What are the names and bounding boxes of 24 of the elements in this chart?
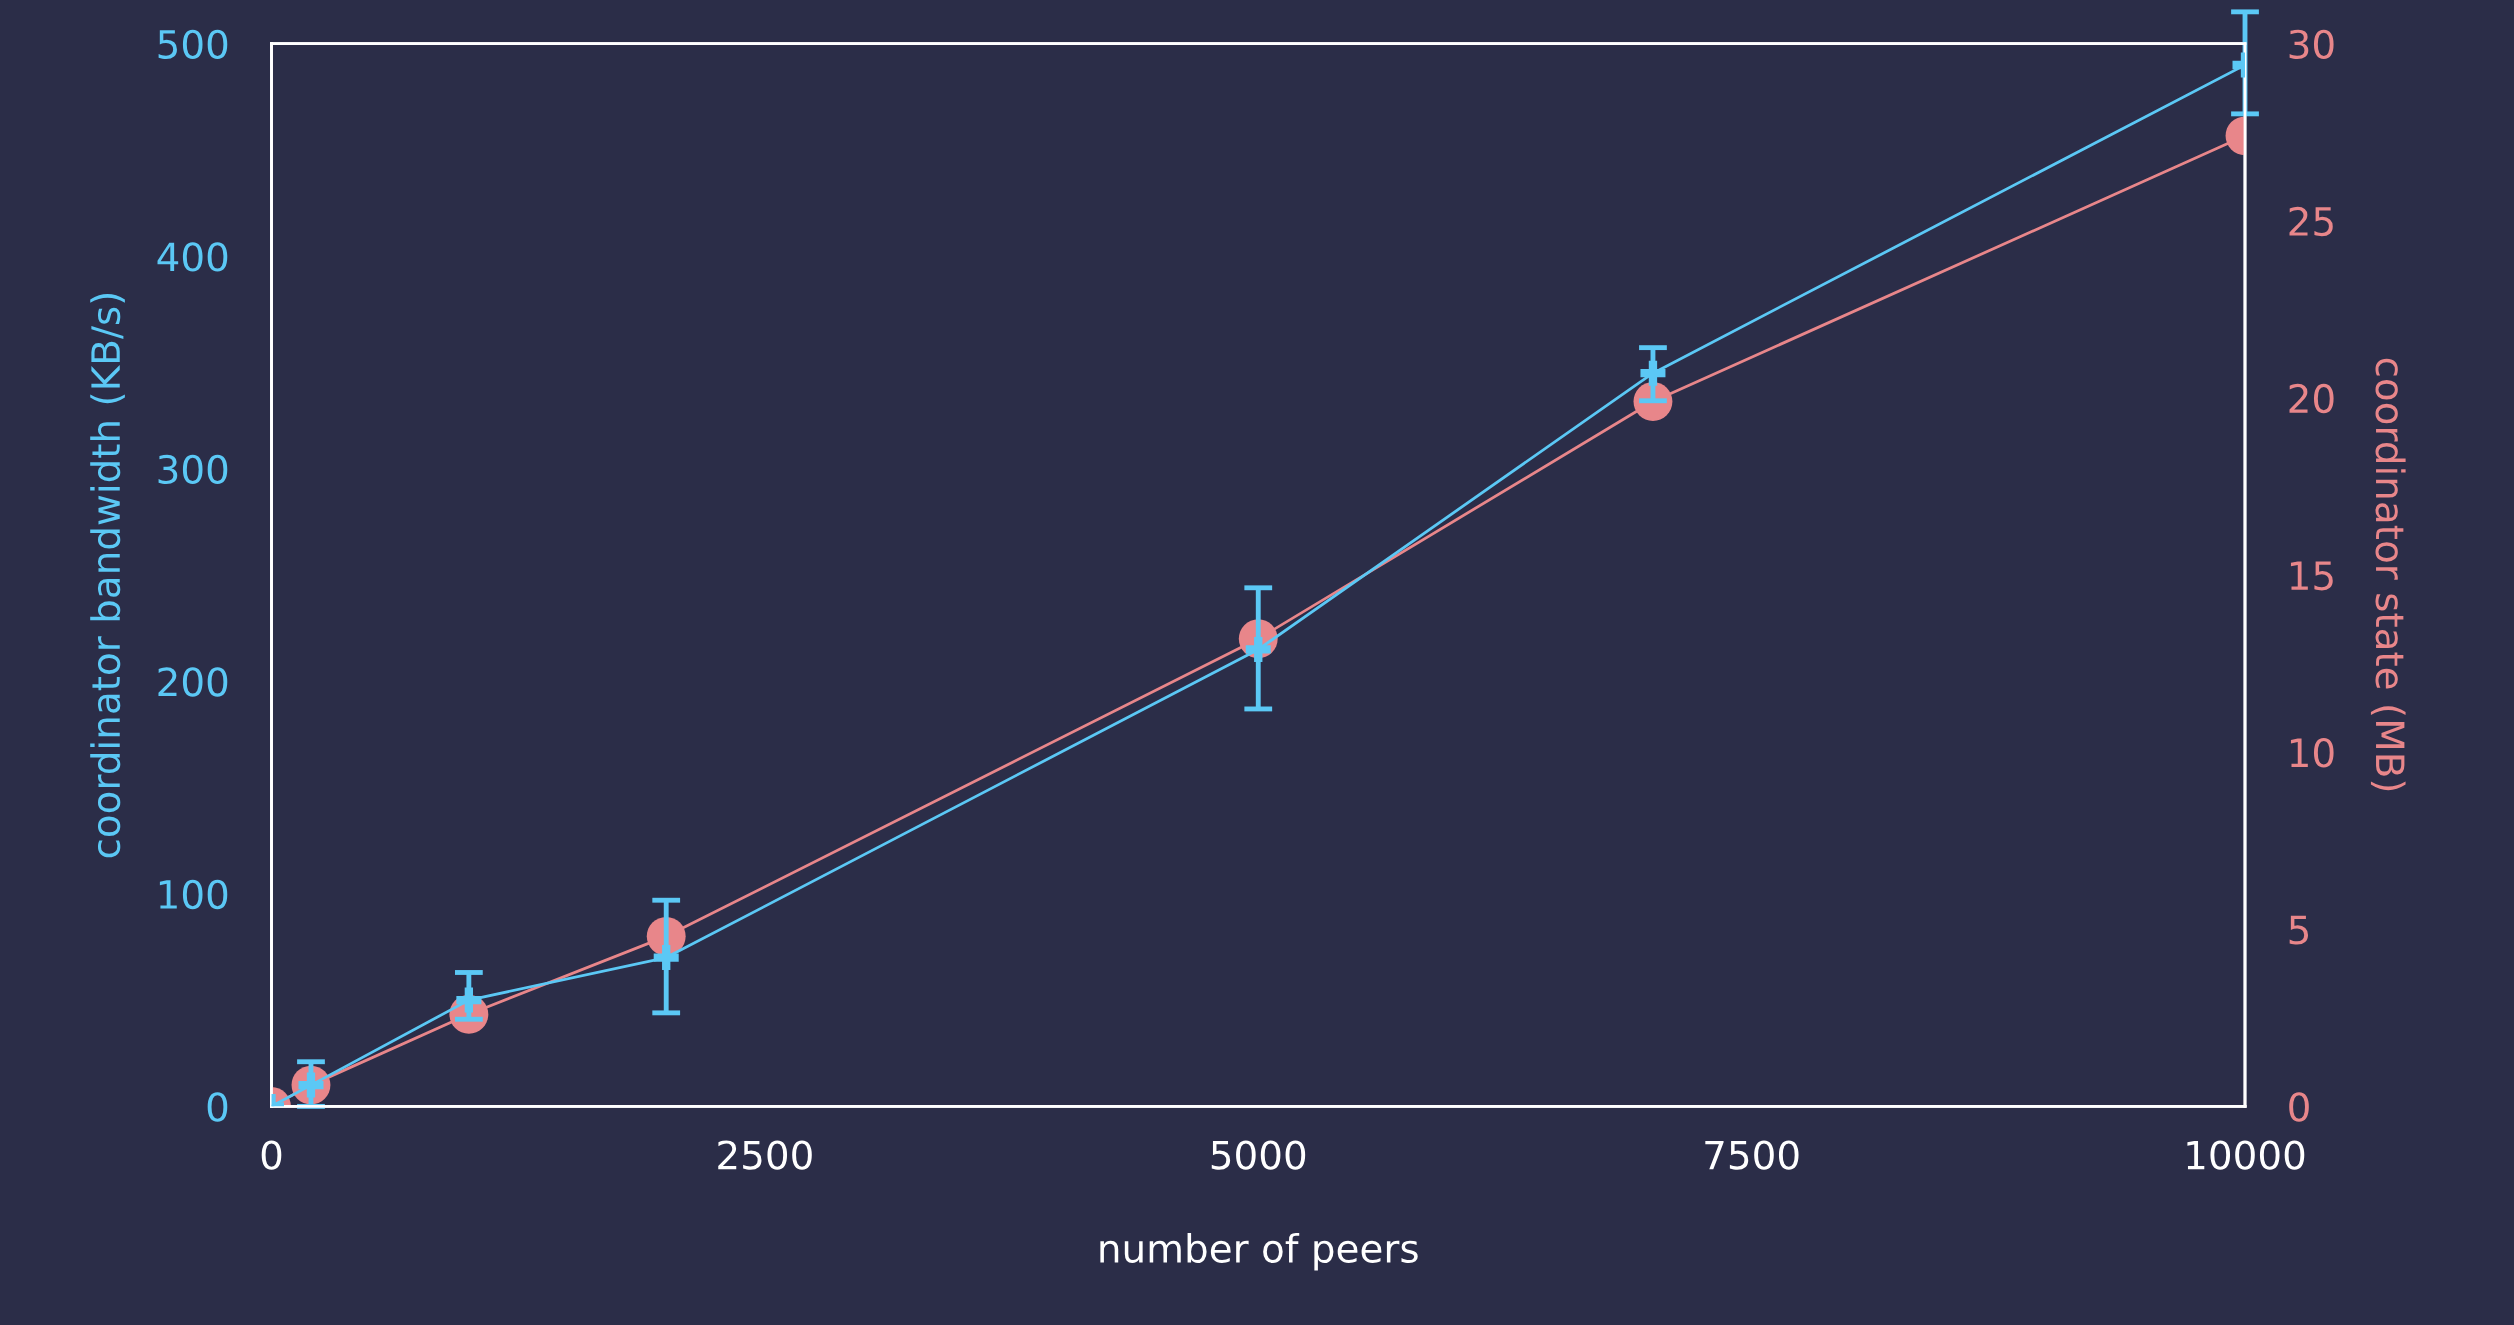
y-tick-label: 0 [207, 1092, 228, 1122]
y2-tick-label: 20 [2289, 383, 2334, 414]
y-axis-title: coordinator bandwidth (KB/s) [90, 293, 125, 858]
y2-tick-label: 10 [2290, 738, 2334, 768]
y-tick-label: 200 [158, 667, 228, 697]
y2-tick-label: 5 [2289, 915, 2309, 945]
y-tick-label: 100 [159, 879, 228, 910]
x-tick-label: 2500 [718, 1140, 812, 1170]
y2-tick-label: 25 [2289, 206, 2333, 237]
y-tick-label: 300 [158, 454, 228, 485]
y2-tick-label: 30 [2289, 29, 2334, 60]
point [653, 945, 679, 971]
y2-tick-label: 0 [2289, 1092, 2309, 1122]
x-axis-title: number of peers [1100, 1232, 1418, 1271]
point [456, 987, 482, 1013]
point [1640, 360, 1666, 386]
y-tick-label: 500 [158, 29, 228, 60]
x-tick-label: 7500 [1705, 1140, 1799, 1170]
x-tick-label: 5000 [1211, 1140, 1306, 1170]
y2-axis-title: coordinator state (MB) [2370, 358, 2406, 791]
x-tick-label: 10000 [2187, 1140, 2305, 1170]
y2-tick-label: 15 [2290, 561, 2333, 591]
y-tick-label: 400 [157, 242, 228, 272]
x-tick-label: 0 [261, 1140, 282, 1170]
